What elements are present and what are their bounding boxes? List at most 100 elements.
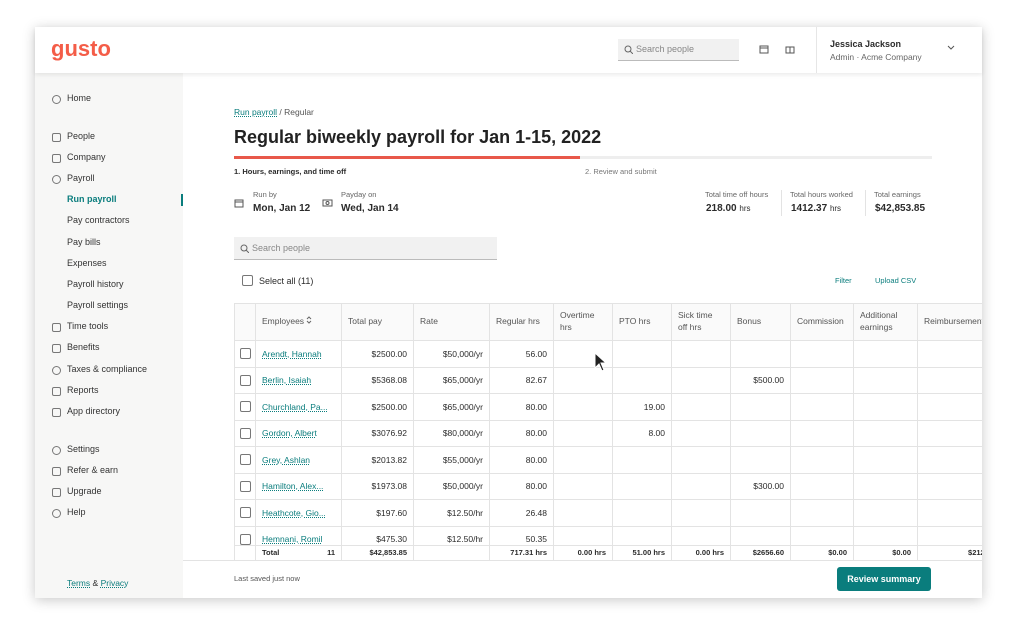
nav-item[interactable]: Company xyxy=(67,152,106,162)
breadcrumb-link[interactable]: Run payroll xyxy=(234,107,277,117)
total-value: $42,853.85 xyxy=(875,204,925,214)
nav-item[interactable]: App directory xyxy=(67,406,121,416)
nav-item[interactable]: Benefits xyxy=(67,342,100,352)
cell xyxy=(790,340,854,368)
privacy-link[interactable]: Privacy xyxy=(100,578,129,588)
cell xyxy=(853,340,918,368)
cell: $50,000/yr xyxy=(413,340,490,368)
header-cell: Overtime hrs xyxy=(553,303,613,341)
filter-button[interactable]: Filter xyxy=(835,276,852,285)
nav-item[interactable]: Home xyxy=(67,93,92,103)
nav-item[interactable]: Payroll xyxy=(67,173,95,183)
total-table: Total 11 $42,853.85 717.31 hrs 0.00 hrs 51.00… xyxy=(234,545,982,560)
cell xyxy=(853,366,918,394)
total-unit: hrs xyxy=(829,204,842,213)
nav-item[interactable]: Upgrade xyxy=(67,486,102,496)
cell: $2013.82 xyxy=(341,446,414,474)
nav-item[interactable]: Time tools xyxy=(67,321,109,331)
cell xyxy=(917,366,982,394)
nav-item[interactable]: Reports xyxy=(67,385,99,395)
employee-link[interactable]: Gordon, Albert xyxy=(262,428,317,438)
payday-label: Payday on xyxy=(341,190,377,199)
cell xyxy=(671,525,731,545)
calendar-icon[interactable] xyxy=(759,44,769,54)
sidebar xyxy=(35,73,183,598)
search-box[interactable]: Search people xyxy=(618,39,739,61)
row-checkbox[interactable] xyxy=(240,533,251,545)
employee-link[interactable]: Berlin, Isaiah xyxy=(262,375,312,385)
nav-item[interactable]: People xyxy=(67,131,96,141)
row: Gordon, Albert $3076.92 $80,000/yr 80.00 8.0… xyxy=(234,419,982,447)
nav-item[interactable]: Pay bills xyxy=(67,237,101,247)
review-button[interactable]: Review summary xyxy=(837,567,931,591)
employee-link[interactable]: Arendt, Hannah xyxy=(262,348,322,359)
cell: $475.30 xyxy=(341,525,414,545)
nav-item[interactable]: Expenses xyxy=(67,258,107,268)
nav-item[interactable]: Refer & earn xyxy=(67,465,119,475)
employee-link[interactable]: Heathcote, Gio... xyxy=(262,507,326,518)
header-cell: Sick time off hrs xyxy=(671,303,731,341)
user-name[interactable]: Jessica Jackson xyxy=(830,39,902,49)
nav-icon xyxy=(52,323,61,332)
row-checkbox[interactable] xyxy=(240,507,251,518)
employee-link[interactable]: Churchland, Pa... xyxy=(262,401,328,412)
logo[interactable]: gusto xyxy=(51,36,111,61)
nav-item[interactable]: Payroll settings xyxy=(67,300,129,310)
row-checkbox[interactable] xyxy=(240,427,251,439)
row-checkbox[interactable] xyxy=(240,374,251,386)
select-all-label[interactable]: Select all (11) xyxy=(259,276,314,286)
user-menu-chevron[interactable] xyxy=(947,45,955,51)
nav-item[interactable]: Payroll history xyxy=(67,279,124,289)
nav-icon xyxy=(52,387,61,396)
table-search[interactable]: Search people xyxy=(234,237,497,260)
select-all-checkbox[interactable] xyxy=(242,275,253,286)
total-viewport: Total 11 $42,853.85 717.31 hrs 0.00 hrs 51.00… xyxy=(234,545,982,560)
nav-item[interactable]: Run payroll xyxy=(67,194,117,204)
nav-item[interactable]: Pay contractors xyxy=(67,215,130,225)
employee-link[interactable]: Grey, Ashlan xyxy=(262,454,311,465)
employee-link[interactable]: Hamilton, Alex... xyxy=(262,481,324,491)
search-icon xyxy=(624,45,633,54)
ampersand: & xyxy=(92,578,99,588)
row: Heathcote, Gio... $197.60 $12.50/hr 26.48 xyxy=(234,499,982,527)
cell xyxy=(790,499,854,527)
nav-item[interactable]: Settings xyxy=(67,444,100,454)
cell xyxy=(612,525,672,545)
cell xyxy=(853,472,918,500)
header-cell: Reimbursement xyxy=(917,303,982,341)
sort-icon[interactable] xyxy=(306,316,312,324)
cell xyxy=(730,446,791,474)
header-row: Employees Total pay Rate Regular hrs Overti… xyxy=(234,303,982,341)
upload-csv-button[interactable]: Upload CSV xyxy=(875,276,917,285)
row: Hamilton, Alex... $1973.08 $50,000/yr 80.00… xyxy=(234,472,982,500)
row: Berlin, Isaiah $5368.08 $65,000/yr 82.67 $50… xyxy=(234,366,982,394)
name-cell: Gordon, Albert xyxy=(255,419,342,447)
header-cell[interactable]: Employees xyxy=(255,303,342,341)
employee-link[interactable]: Hemnani, Romil xyxy=(262,534,323,544)
nav-item[interactable]: Taxes & compliance xyxy=(67,364,148,374)
page-title: Regular biweekly payroll for Jan 1-15, 2… xyxy=(234,127,602,147)
cell: $5368.08 xyxy=(341,366,414,394)
table-viewport: Employees Total pay Rate Regular hrs Overti… xyxy=(234,303,982,545)
total-label: Total hours worked xyxy=(790,190,853,199)
row-checkbox[interactable] xyxy=(240,454,251,465)
total-cell: $2123. xyxy=(917,545,982,560)
cell: $197.60 xyxy=(341,499,414,527)
name-cell: Berlin, Isaiah xyxy=(255,366,342,394)
row-checkbox[interactable] xyxy=(240,348,251,359)
gift-icon[interactable] xyxy=(785,44,795,54)
total-cell: 0.00 hrs xyxy=(671,545,731,560)
nav-item[interactable]: Help xyxy=(67,507,86,517)
cell xyxy=(790,366,854,394)
terms-link[interactable]: Terms xyxy=(67,578,91,588)
row-checkbox[interactable] xyxy=(240,401,251,412)
total-label-wrap: Total 11 xyxy=(262,549,335,557)
row-checkbox[interactable] xyxy=(240,480,251,492)
header-cell: Regular hrs xyxy=(489,303,554,341)
total-unit: hrs xyxy=(739,204,751,213)
cell xyxy=(612,472,672,500)
total-label: Total earnings xyxy=(874,190,921,199)
cell xyxy=(730,419,791,447)
total-cell: $42,853.85 xyxy=(341,545,414,560)
cell xyxy=(234,545,256,560)
